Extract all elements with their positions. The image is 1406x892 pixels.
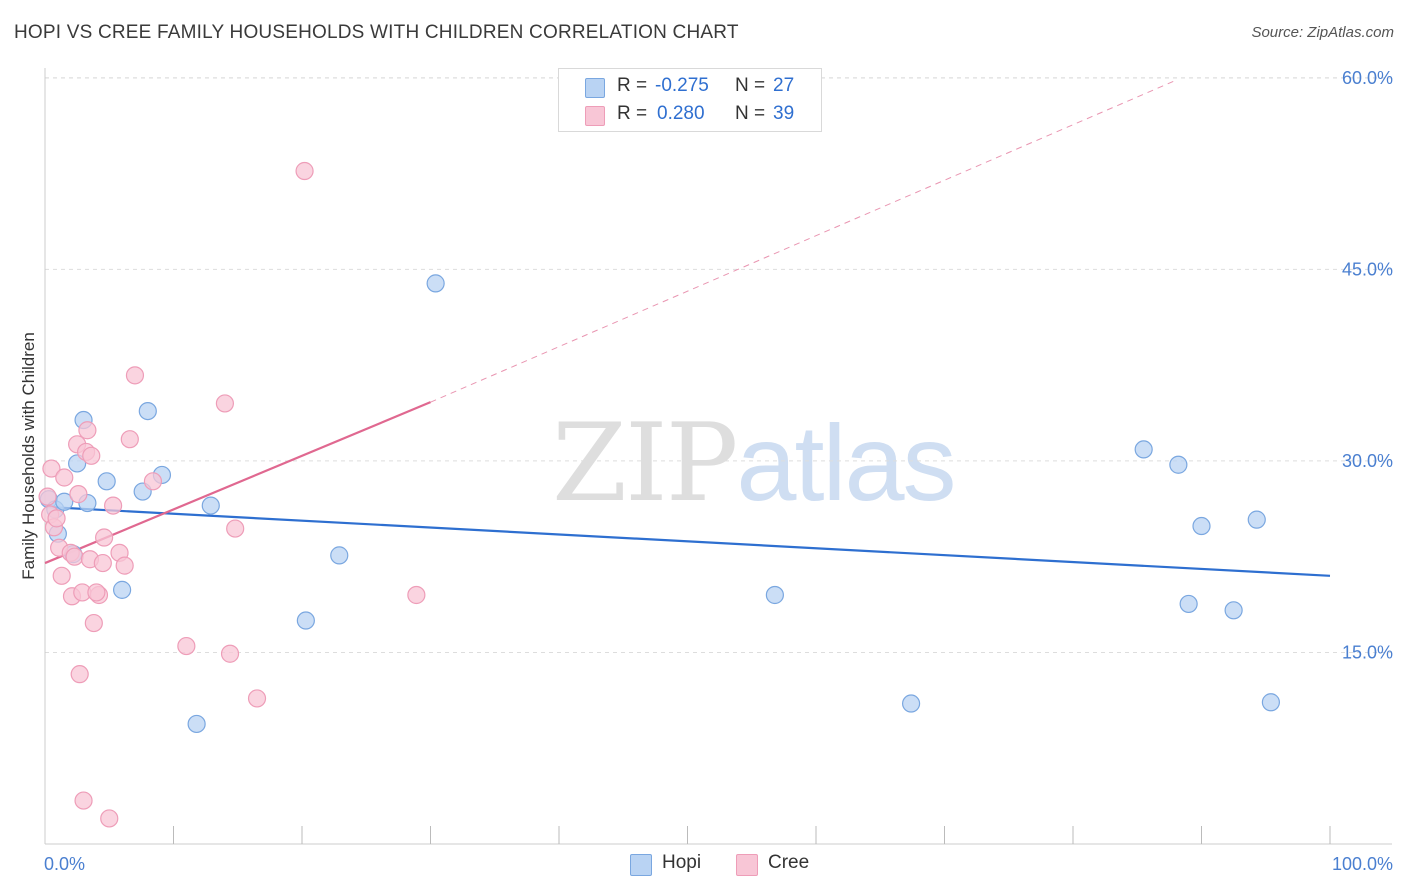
legend-cree-swatch xyxy=(736,854,758,876)
cree-point xyxy=(78,421,97,440)
stats-box: R = -0.275 N = 27 R = 0.280 N = 39 xyxy=(558,68,822,132)
hopi-point xyxy=(1192,516,1211,536)
hopi-point xyxy=(187,714,206,734)
x-tick-label: 100.0% xyxy=(1332,854,1393,874)
cree-point xyxy=(177,636,196,656)
y-tick-label: 15.0% xyxy=(1342,642,1393,662)
cree-point xyxy=(82,446,101,465)
axes xyxy=(44,68,1392,845)
cree-point xyxy=(220,644,240,663)
cree-trendline-dashed xyxy=(430,79,1176,403)
cree-r-label: R = xyxy=(617,103,648,124)
hopi-point xyxy=(330,546,349,565)
hopi-point xyxy=(901,694,921,713)
cree-point xyxy=(38,487,57,506)
hopi-swatch xyxy=(585,78,605,98)
x-tick-label: 0.0% xyxy=(44,854,85,874)
y-tick-label: 30.0% xyxy=(1342,451,1393,471)
cree-point xyxy=(74,791,93,810)
hopi-point xyxy=(1261,693,1280,712)
cree-point xyxy=(55,468,74,487)
cree-n-label: N = xyxy=(735,103,766,124)
watermark-atlas: atlas xyxy=(736,402,956,523)
cree-point xyxy=(95,528,114,547)
cree-point xyxy=(125,366,145,385)
watermark: ZIPatlas xyxy=(552,400,957,526)
hopi-point xyxy=(138,401,157,421)
cree-point xyxy=(104,496,123,515)
cree-point xyxy=(100,809,119,828)
hopi-point xyxy=(1134,440,1153,459)
hopi-point xyxy=(201,496,220,515)
hopi-point xyxy=(296,611,315,630)
cree-point xyxy=(69,485,88,504)
hopi-point xyxy=(1169,455,1188,474)
cree-point xyxy=(407,585,426,605)
cree-point xyxy=(215,394,234,413)
cree-point xyxy=(70,665,89,684)
hopi-point xyxy=(1247,510,1266,529)
hopi-point xyxy=(97,472,116,491)
hopi-point xyxy=(765,585,784,605)
cree-point xyxy=(247,689,267,708)
cree-point xyxy=(120,430,139,449)
cree-point xyxy=(65,547,84,566)
axis-labels: 15.0% 30.0% 45.0% 60.0% 0.0% 100.0% Family Hou… xyxy=(19,68,1393,874)
cree-point xyxy=(84,613,103,633)
cree-point xyxy=(42,459,61,478)
cree-point xyxy=(226,519,245,538)
y-axis-label: Family Households with Children xyxy=(19,332,38,580)
cree-point xyxy=(47,509,66,528)
cree-r-value: 0.280 xyxy=(657,103,705,124)
hopi-point xyxy=(426,274,445,293)
hopi-n-label: N = xyxy=(735,75,766,96)
source-label: Source: ZipAtlas.com xyxy=(1251,24,1394,41)
legend-hopi-swatch xyxy=(630,854,652,876)
cree-point xyxy=(52,566,71,585)
y-tick-label: 60.0% xyxy=(1342,68,1393,88)
cree-swatch xyxy=(585,106,605,126)
chart-title: HOPI VS CREE FAMILY HOUSEHOLDS WITH CHIL… xyxy=(14,22,739,43)
legend-cree-label: Cree xyxy=(768,852,810,873)
y-tick-label: 45.0% xyxy=(1342,259,1393,279)
hopi-point xyxy=(55,492,74,511)
cree-point xyxy=(93,553,112,573)
hopi-r-value: -0.275 xyxy=(655,75,709,96)
hopi-r-label: R = xyxy=(617,75,648,96)
hopi-point xyxy=(1224,601,1243,620)
hopi-trendline xyxy=(44,505,1331,577)
hopi-point xyxy=(112,580,132,599)
data-points xyxy=(38,161,1280,828)
trendlines xyxy=(44,79,1331,577)
cree-n-value: 39 xyxy=(773,103,795,124)
cree-point xyxy=(115,556,134,575)
hopi-n-value: 27 xyxy=(773,75,795,96)
cree-point xyxy=(295,161,314,181)
legend-hopi-label: Hopi xyxy=(662,852,702,873)
watermark-zip: ZIP xyxy=(552,401,738,526)
cree-point xyxy=(143,472,163,491)
hopi-point xyxy=(1179,594,1198,614)
grid xyxy=(45,77,1392,653)
cree-point xyxy=(87,583,106,602)
